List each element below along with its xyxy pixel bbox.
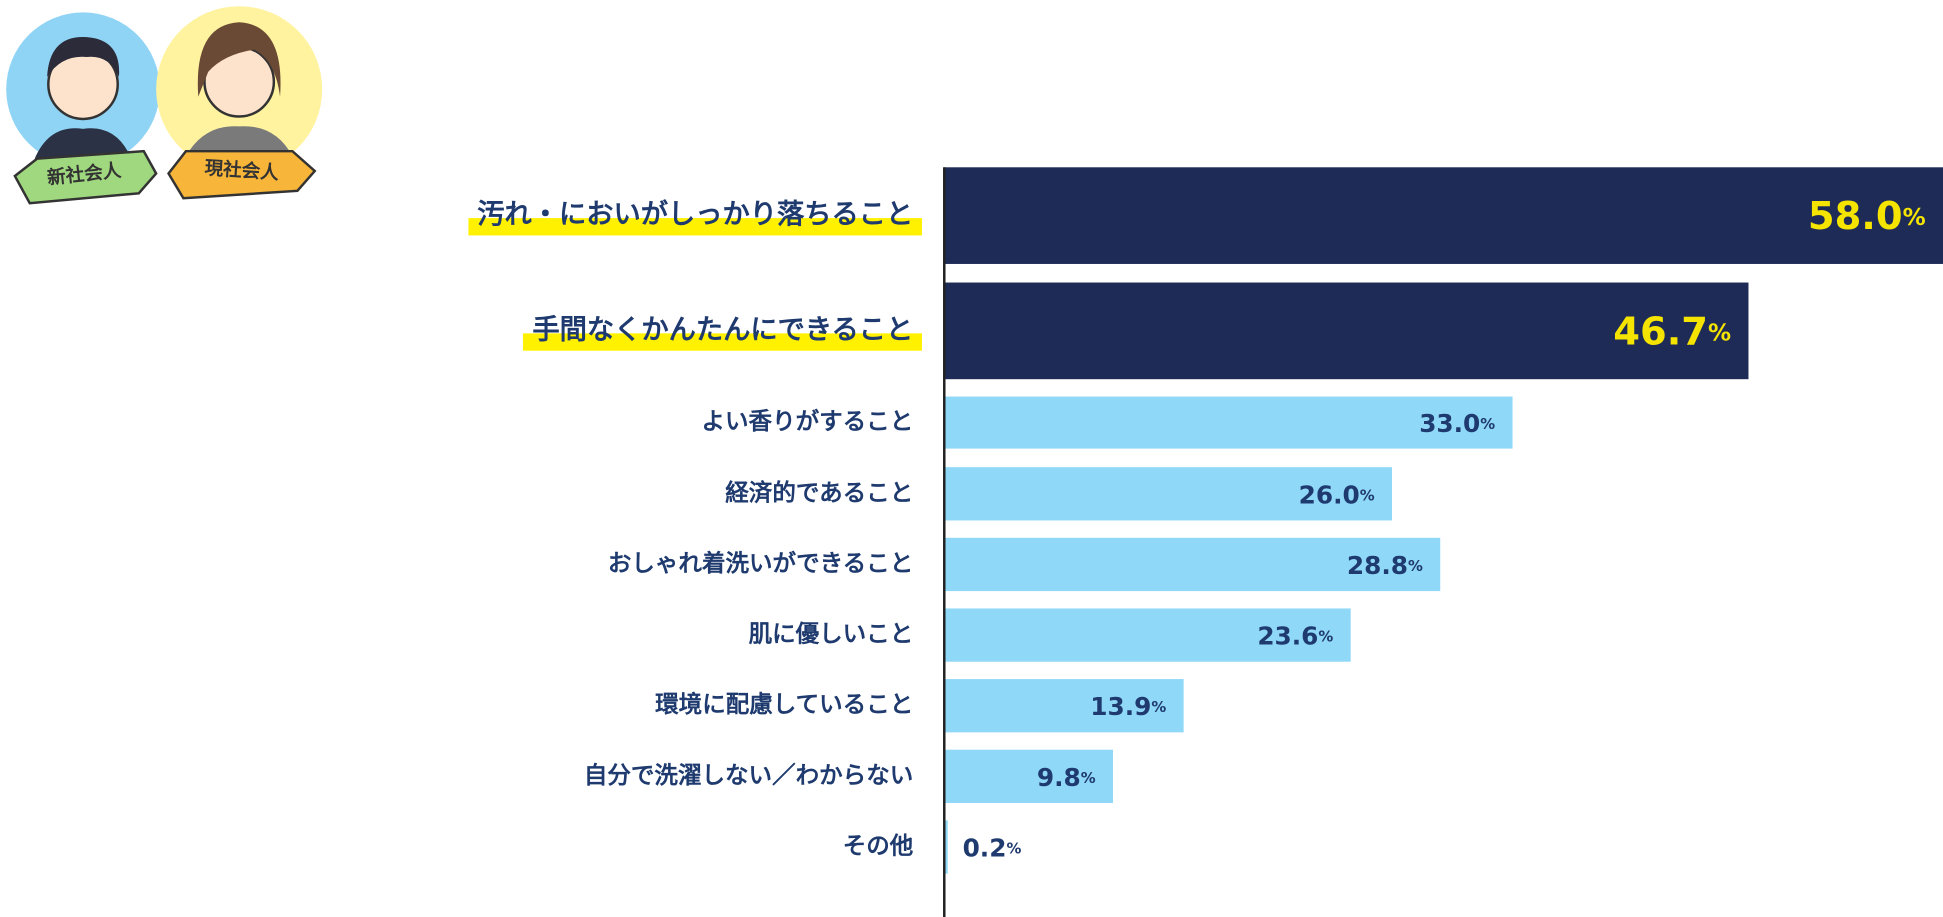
value-label: 23.6% [1257,622,1333,651]
value-label: 46.7% [1613,309,1731,354]
label-highlight [468,218,922,236]
bar [944,282,1749,380]
value-number: 26.0 [1299,480,1360,509]
value-unit: % [1318,628,1333,646]
value-label: 0.2% [963,833,1022,862]
value-number: 23.6 [1257,622,1318,651]
category-label: その他 [843,831,914,859]
bar [944,608,1351,662]
value-unit: % [1408,557,1423,575]
value-number: 9.8 [1037,763,1081,792]
category-label: 環境に配慮していること [655,690,913,718]
category-label: よい香りがすること [702,407,914,435]
bar [944,396,1513,449]
category-label: 汚れ・においがしっかり落ちること [477,198,913,230]
value-label: 9.8% [1037,763,1096,792]
avatar-hair [197,22,281,97]
value-label: 58.0% [1808,194,1926,239]
value-unit: % [1708,320,1731,346]
category-label: 経済的であること [725,478,913,506]
value-number: 58.0 [1808,194,1903,239]
value-label: 13.9% [1090,692,1166,721]
bar [944,749,1114,804]
value-unit: % [1360,486,1375,504]
value-unit: % [1151,698,1166,716]
value-unit: % [1480,415,1495,433]
label-highlight [522,333,922,351]
value-number: 0.2 [963,833,1007,862]
ribbon [167,149,317,200]
bar [944,167,1943,264]
value-unit: % [1903,205,1926,231]
value-number: 46.7 [1613,309,1708,354]
value-number: 33.0 [1419,409,1480,438]
bar [944,820,948,874]
value-label: 26.0% [1299,480,1375,509]
bar [944,467,1393,521]
ribbon [13,149,158,205]
category-label: おしゃれ着洗いができること [608,549,913,577]
category-label: 肌に優しいこと [749,620,914,648]
avatar-suit [34,128,132,159]
bar [944,537,1441,592]
category-label: 手間なくかんたんにできること [532,314,913,345]
value-unit: % [1006,839,1021,857]
avatar-suit [185,126,293,157]
badge-label: 現社会人 [204,157,280,184]
value-number: 28.8 [1347,551,1408,580]
category-label: 自分で洗濯しない／わからない [584,761,913,789]
value-unit: % [1081,769,1096,787]
value-number: 13.9 [1090,692,1151,721]
bar [944,679,1184,733]
value-label: 33.0% [1419,409,1495,438]
avatar-hair [47,37,120,77]
value-label: 28.8% [1347,551,1423,580]
avatars: 新社会人 現社会人 [6,6,323,205]
